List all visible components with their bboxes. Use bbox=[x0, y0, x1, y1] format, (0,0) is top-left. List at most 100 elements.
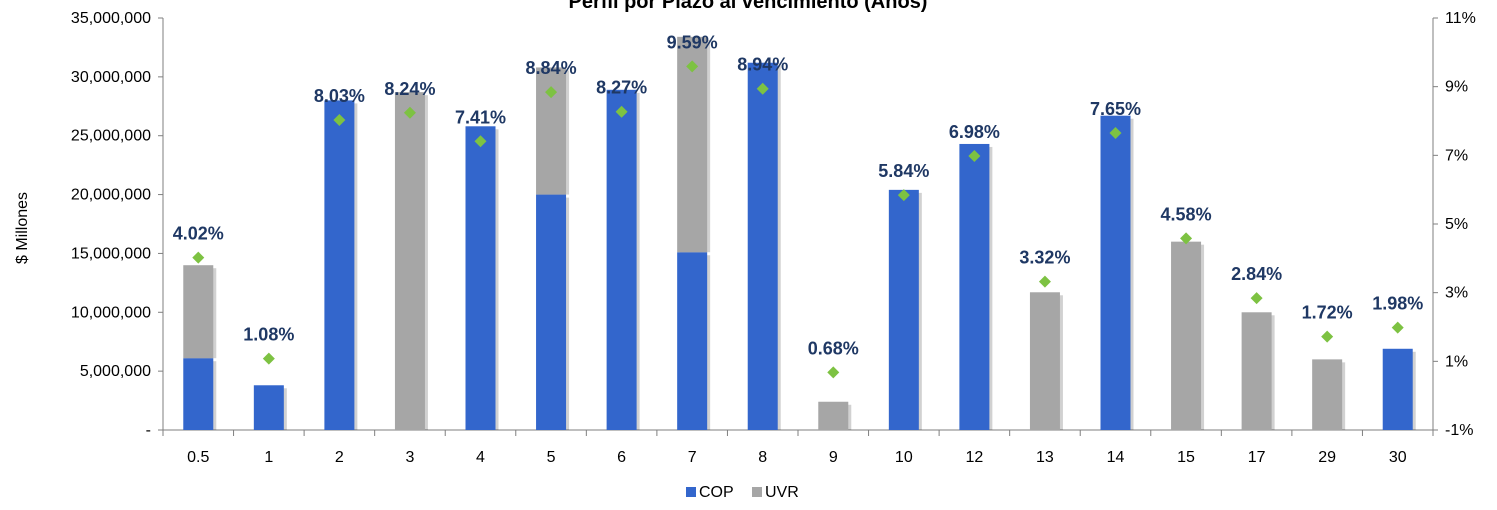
x-tick-label: 5 bbox=[547, 449, 556, 466]
x-tick-label: 7 bbox=[688, 449, 697, 466]
y-right-tick-label: 9% bbox=[1445, 79, 1468, 96]
bars bbox=[183, 36, 1416, 431]
legend-swatch-uvr bbox=[752, 487, 762, 497]
legend: COP UVR bbox=[686, 484, 799, 501]
y-left-tick-label: - bbox=[146, 422, 151, 439]
x-tick-label: 9 bbox=[829, 449, 838, 466]
axes: - 5,000,000 10,000,000 15,000,000 20,000,000… bbox=[71, 10, 1476, 466]
rate-data-label: 8.03% bbox=[314, 86, 365, 106]
bar-cop bbox=[536, 194, 567, 430]
rate-marker bbox=[262, 352, 275, 365]
bar-cop bbox=[324, 100, 355, 431]
bar-cop bbox=[747, 62, 778, 430]
y-left-tick-label: 35,000,000 bbox=[71, 10, 151, 27]
x-tick-label: 14 bbox=[1107, 449, 1125, 466]
x-tick-label: 2 bbox=[335, 449, 344, 466]
rate-data-label: 9.59% bbox=[667, 32, 718, 52]
y-right-tick-label: 3% bbox=[1445, 285, 1468, 302]
rate-marker bbox=[333, 113, 346, 126]
rate-marker bbox=[827, 366, 840, 379]
bar-uvr bbox=[1171, 241, 1202, 430]
y-right-tick-label: 7% bbox=[1445, 147, 1468, 164]
bar-cop bbox=[183, 358, 214, 430]
rate-marker bbox=[545, 86, 558, 99]
rate-data-label: 8.27% bbox=[596, 78, 647, 98]
bar-uvr bbox=[183, 265, 214, 359]
rate-markers: 4.02% 1.08% 8.03% 8.24% 7.41% 8.84% 8.27% 9.59%… bbox=[173, 32, 1423, 379]
y-left-tick-label: 20,000,000 bbox=[71, 187, 151, 204]
rate-marker bbox=[1180, 232, 1193, 245]
rate-data-label: 4.58% bbox=[1161, 204, 1212, 224]
rate-data-label: 1.72% bbox=[1302, 303, 1353, 323]
bar-cop bbox=[1100, 115, 1131, 431]
legend-swatch-cop bbox=[686, 487, 696, 497]
rate-marker bbox=[897, 189, 910, 202]
bar-cop bbox=[959, 143, 990, 430]
rate-data-label: 8.24% bbox=[384, 79, 435, 99]
rate-marker bbox=[1321, 330, 1334, 343]
bar-uvr bbox=[394, 92, 425, 430]
bar-uvr bbox=[677, 36, 708, 253]
rate-data-label: 6.98% bbox=[949, 122, 1000, 142]
y-axis-label: $ Millones bbox=[14, 192, 31, 264]
y-left-tick-label: 15,000,000 bbox=[71, 245, 151, 262]
x-tick-label: 4 bbox=[476, 449, 485, 466]
x-tick-label: 3 bbox=[405, 449, 414, 466]
x-tick-label: 29 bbox=[1318, 449, 1336, 466]
y-right-tick-label: 5% bbox=[1445, 216, 1468, 233]
y-left-tick-label: 25,000,000 bbox=[71, 128, 151, 145]
bar-cop bbox=[1382, 348, 1413, 430]
rate-marker bbox=[968, 150, 981, 163]
rate-data-label: 7.41% bbox=[455, 107, 506, 127]
legend-label-uvr: UVR bbox=[765, 484, 799, 501]
y-left-tick-label: 5,000,000 bbox=[80, 363, 151, 380]
rate-marker bbox=[192, 251, 205, 264]
x-tick-label: 17 bbox=[1248, 449, 1266, 466]
rate-data-label: 8.84% bbox=[526, 58, 577, 78]
rate-data-label: 0.68% bbox=[808, 338, 859, 358]
x-tick-label: 0.5 bbox=[187, 449, 209, 466]
x-tick-label: 8 bbox=[758, 449, 767, 466]
rate-data-label: 4.02% bbox=[173, 224, 224, 244]
x-tick-label: 12 bbox=[965, 449, 983, 466]
bar-uvr bbox=[1241, 312, 1272, 430]
rate-data-label: 5.84% bbox=[878, 161, 929, 181]
bar-cop bbox=[606, 89, 637, 430]
rate-marker bbox=[1250, 292, 1263, 305]
rate-marker bbox=[686, 60, 699, 73]
x-tick-label: 15 bbox=[1177, 449, 1195, 466]
rate-data-label: 7.65% bbox=[1090, 99, 1141, 119]
bar-cop bbox=[253, 385, 284, 430]
rate-marker bbox=[403, 106, 416, 119]
x-tick-label: 1 bbox=[264, 449, 273, 466]
bar-cop bbox=[677, 252, 708, 430]
x-tick-label: 13 bbox=[1036, 449, 1054, 466]
rate-data-label: 8.94% bbox=[737, 55, 788, 75]
rate-data-label: 1.08% bbox=[243, 325, 294, 345]
rate-data-label: 3.32% bbox=[1019, 248, 1070, 268]
y-right-tick-label: 1% bbox=[1445, 353, 1468, 370]
bar-cop bbox=[888, 189, 919, 430]
chart-title: Perfil por Plazo al vencimiento (Años) bbox=[569, 0, 928, 13]
legend-label-cop: COP bbox=[699, 484, 734, 501]
rate-marker bbox=[474, 135, 487, 148]
rate-marker bbox=[1038, 275, 1051, 288]
x-tick-label: 10 bbox=[895, 449, 913, 466]
bar-cop bbox=[465, 126, 496, 430]
bar-uvr bbox=[818, 401, 849, 430]
rate-marker bbox=[1109, 127, 1122, 140]
y-right-tick-label: 11% bbox=[1445, 10, 1476, 27]
y-right-tick-label: -1% bbox=[1445, 422, 1473, 439]
rate-marker bbox=[756, 82, 769, 95]
rate-marker bbox=[1391, 321, 1404, 334]
y-left-tick-label: 30,000,000 bbox=[71, 69, 151, 86]
rate-data-label: 1.98% bbox=[1372, 294, 1423, 314]
x-tick-label: 30 bbox=[1389, 449, 1407, 466]
bar-uvr bbox=[1029, 292, 1060, 430]
y-left-tick-label: 10,000,000 bbox=[71, 304, 151, 321]
rate-marker bbox=[615, 105, 628, 118]
rate-data-label: 2.84% bbox=[1231, 264, 1282, 284]
bar-uvr bbox=[1312, 359, 1343, 430]
x-tick-label: 6 bbox=[617, 449, 626, 466]
